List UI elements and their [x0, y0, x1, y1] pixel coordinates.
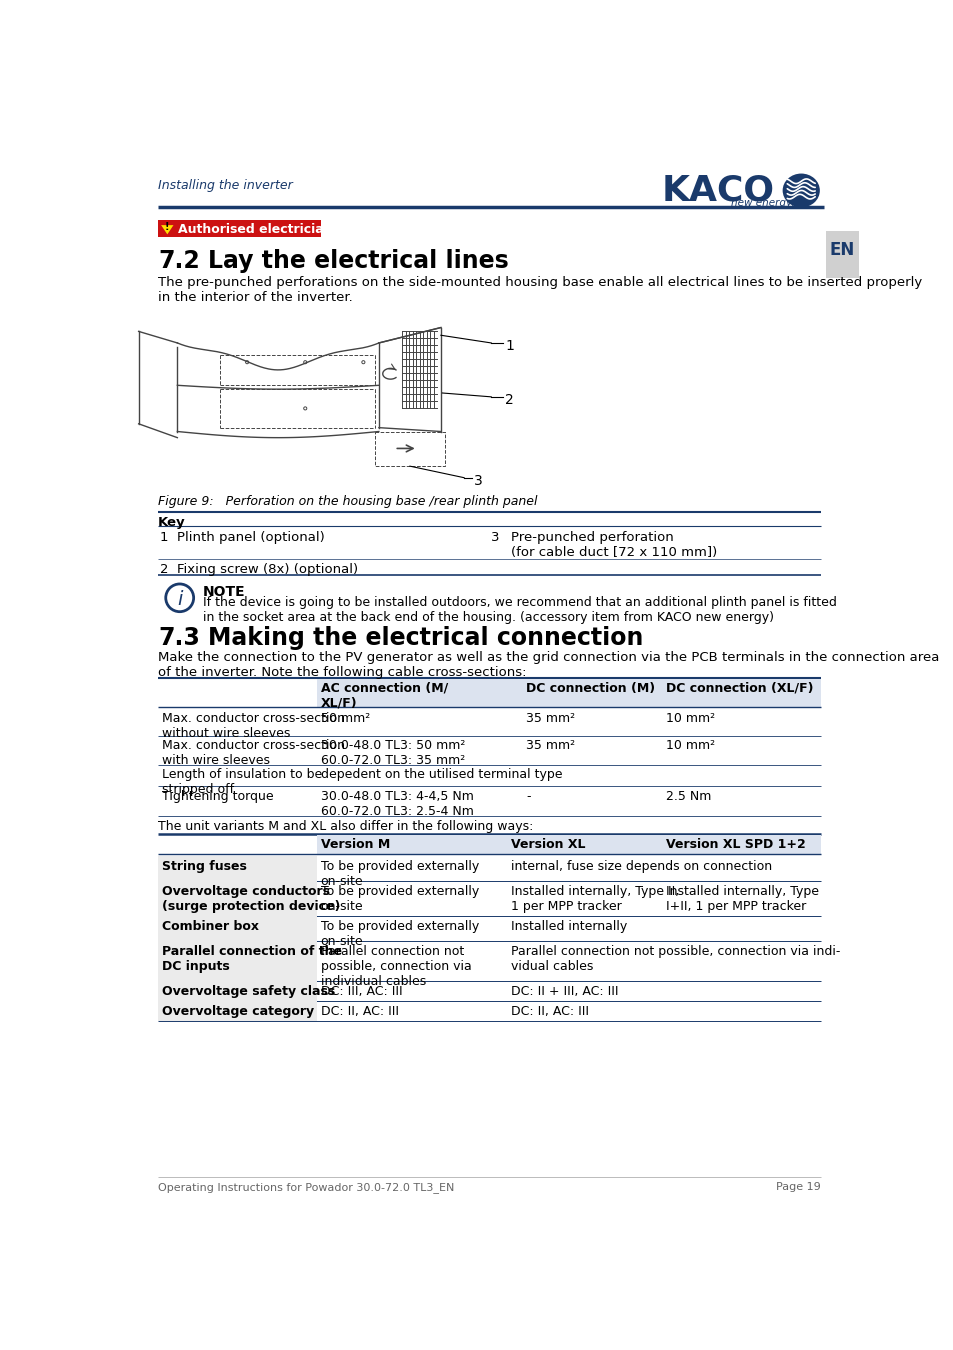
Bar	[825, 231, 858, 278]
Text: Version XL: Version XL	[510, 838, 584, 850]
Text: internal, fuse size depends on connection: internal, fuse size depends on connectio…	[510, 860, 771, 872]
Text: 7.3: 7.3	[158, 625, 200, 649]
Text: String fuses: String fuses	[162, 860, 247, 872]
Text: Making the electrical connection: Making the electrical connection	[208, 625, 643, 649]
Text: 1: 1	[159, 531, 168, 544]
Bar	[158, 856, 316, 882]
Text: 10 mm²: 10 mm²	[665, 738, 714, 752]
Text: i: i	[177, 590, 182, 609]
Text: Max. conductor cross-section
with wire sleeves: Max. conductor cross-section with wire s…	[162, 738, 345, 767]
Text: depedent on the utilised terminal type: depedent on the utilised terminal type	[320, 768, 561, 782]
Text: Figure 9:   Perforation on the housing base /rear plinth panel: Figure 9: Perforation on the housing bas…	[158, 494, 537, 508]
Text: 50 mm²: 50 mm²	[320, 711, 370, 725]
Text: 3: 3	[474, 474, 482, 487]
Text: Parallel connection not
possible, connection via
individual cables: Parallel connection not possible, connec…	[320, 945, 471, 988]
Text: DC: II, AC: III: DC: II, AC: III	[320, 1006, 398, 1018]
Text: Make the connection to the PV generator as well as the grid connection via the P: Make the connection to the PV generator …	[158, 651, 939, 679]
Text: To be provided externally
on-site: To be provided externally on-site	[320, 919, 478, 948]
Bar	[158, 1002, 316, 1022]
Text: 30.0-48.0 TL3: 50 mm²
60.0-72.0 TL3: 35 mm²: 30.0-48.0 TL3: 50 mm² 60.0-72.0 TL3: 35 …	[320, 738, 465, 767]
Text: To be provided externally
on-site: To be provided externally on-site	[320, 860, 478, 887]
Text: Max. conductor cross-section
without wire sleeves: Max. conductor cross-section without wir…	[162, 711, 345, 740]
Text: 35 mm²: 35 mm²	[525, 738, 575, 752]
Text: new energy.: new energy.	[731, 198, 794, 208]
Text: DC: III, AC: III: DC: III, AC: III	[320, 986, 402, 998]
Text: Version XL SPD 1+2: Version XL SPD 1+2	[665, 838, 804, 850]
Bar	[158, 981, 316, 1002]
Text: Version M: Version M	[320, 838, 390, 850]
Text: 2: 2	[505, 393, 514, 406]
Text: Key: Key	[158, 516, 186, 529]
Bar	[158, 941, 316, 981]
Bar	[316, 836, 820, 855]
Text: Fixing screw (8x) (optional): Fixing screw (8x) (optional)	[177, 563, 358, 576]
Text: Installed internally, Type II,
1 per MPP tracker: Installed internally, Type II, 1 per MPP…	[510, 886, 679, 913]
Bar	[158, 220, 320, 236]
Text: The pre-punched perforations on the side-mounted housing base enable all electri: The pre-punched perforations on the side…	[158, 275, 922, 304]
Text: NOTE: NOTE	[203, 585, 245, 599]
Text: 35 mm²: 35 mm²	[525, 711, 575, 725]
Polygon shape	[161, 225, 173, 235]
Text: Pre-punched perforation
(for cable duct [72 x 110 mm]): Pre-punched perforation (for cable duct …	[510, 531, 716, 559]
Text: Parallel connection of the
DC inputs: Parallel connection of the DC inputs	[162, 945, 341, 973]
Text: Overvoltage category: Overvoltage category	[162, 1006, 314, 1018]
Text: DC connection (M): DC connection (M)	[525, 682, 655, 695]
Text: Length of insulation to be
stripped off: Length of insulation to be stripped off	[162, 768, 322, 796]
Text: 7.2: 7.2	[158, 248, 199, 273]
Text: The unit variants M and XL also differ in the following ways:: The unit variants M and XL also differ i…	[158, 821, 533, 833]
Text: To be provided externally
on-site: To be provided externally on-site	[320, 886, 478, 913]
Text: Installed internally: Installed internally	[510, 919, 626, 933]
Text: Overvoltage safety class: Overvoltage safety class	[162, 986, 335, 998]
Text: Plinth panel (optional): Plinth panel (optional)	[177, 531, 325, 544]
Text: Overvoltage conductors
(surge protection device): Overvoltage conductors (surge protection…	[162, 886, 340, 913]
Text: DC: II + III, AC: III: DC: II + III, AC: III	[510, 986, 618, 998]
Text: 2.5 Nm: 2.5 Nm	[665, 790, 710, 802]
Text: -: -	[525, 790, 530, 802]
Text: EN: EN	[829, 240, 854, 259]
Text: 10 mm²: 10 mm²	[665, 711, 714, 725]
Text: !: !	[165, 221, 170, 232]
Text: Operating Instructions for Powador 30.0-72.0 TL3_EN: Operating Instructions for Powador 30.0-…	[158, 1183, 454, 1193]
Text: 2: 2	[159, 563, 168, 576]
Text: Lay the electrical lines: Lay the electrical lines	[208, 248, 509, 273]
Text: Installing the inverter: Installing the inverter	[158, 180, 293, 192]
Text: Authorised electrician: Authorised electrician	[178, 223, 333, 236]
Text: Page 19: Page 19	[775, 1183, 820, 1192]
Text: Installed internally, Type
I+II, 1 per MPP tracker: Installed internally, Type I+II, 1 per M…	[665, 886, 818, 913]
Text: Tightening torque: Tightening torque	[162, 790, 274, 802]
Text: AC connection (M/
XL/F): AC connection (M/ XL/F)	[320, 682, 448, 710]
Circle shape	[166, 585, 193, 612]
Text: 30.0-48.0 TL3: 4-4,5 Nm
60.0-72.0 TL3: 2.5-4 Nm: 30.0-48.0 TL3: 4-4,5 Nm 60.0-72.0 TL3: 2…	[320, 790, 473, 818]
Text: If the device is going to be installed outdoors, we recommend that an additional: If the device is going to be installed o…	[203, 597, 836, 624]
Bar	[158, 915, 316, 941]
Text: Combiner box: Combiner box	[162, 919, 258, 933]
Text: DC: II, AC: III: DC: II, AC: III	[510, 1006, 588, 1018]
Bar	[316, 679, 820, 707]
Text: 1: 1	[505, 339, 514, 354]
Text: KACO: KACO	[661, 174, 774, 208]
Text: DC connection (XL/F): DC connection (XL/F)	[665, 682, 812, 695]
Ellipse shape	[781, 174, 819, 208]
Text: Parallel connection not possible, connection via indi-
vidual cables: Parallel connection not possible, connec…	[510, 945, 840, 973]
Text: 3: 3	[491, 531, 499, 544]
Bar	[158, 882, 316, 915]
